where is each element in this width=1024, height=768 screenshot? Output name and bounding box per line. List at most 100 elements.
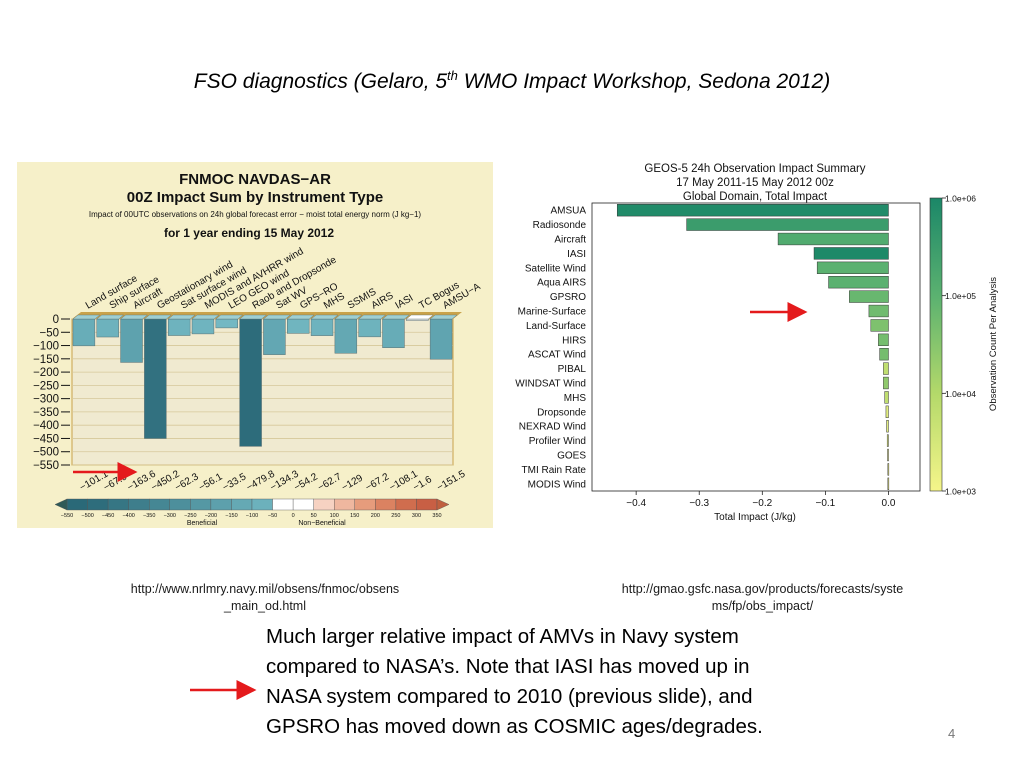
category-label: Aqua AIRS: [537, 278, 586, 289]
colorbar-tick-label: 1.0e+03: [945, 487, 976, 497]
x-tick-label: −0.2: [752, 498, 772, 509]
category-label: Dropsonde: [537, 407, 586, 418]
bar: [884, 391, 889, 404]
bar-top: [310, 314, 339, 320]
chart-subtitle-1: 17 May 2011-15 May 2012 00z: [676, 177, 834, 189]
category-label: Profiler Wind: [529, 436, 586, 447]
bar: [72, 318, 96, 347]
plot-frame: [591, 202, 921, 492]
colorbar-segment: [251, 498, 273, 511]
colorbar-segment: [190, 498, 212, 511]
category-label: Radiosonde: [533, 220, 587, 231]
category-label: AMSUA: [550, 206, 586, 217]
url-line-2[interactable]: _main_od.html: [224, 599, 306, 613]
colorbar-gradient: [929, 197, 943, 492]
colorbar-tick-label: −300: [164, 513, 176, 519]
chart-subtitle: 00Z Impact Sum by Instrument Type: [127, 189, 383, 206]
colorbar-segment: [313, 498, 335, 511]
category-label: ASCAT Wind: [528, 350, 586, 361]
url-line-1[interactable]: http://gmao.gsfc.nasa.gov/products/forec…: [621, 582, 904, 596]
x-tick-label: 0.0: [882, 498, 896, 509]
colorbar-segment: [107, 498, 129, 511]
category-label: TMI Rain Rate: [522, 465, 587, 476]
y-tick-label: −400: [33, 420, 59, 432]
colorbar-tick-label: −100: [246, 513, 258, 519]
geos5-impact-chart: GEOS-5 24h Observation Impact Summary 17…: [515, 163, 999, 523]
y-tick-label: −450: [33, 433, 59, 445]
chart-subtitle-2: Global Domain, Total Impact: [683, 191, 828, 203]
bar: [879, 348, 889, 361]
category-label: MODIS Wind: [528, 479, 586, 490]
bar: [883, 362, 889, 375]
bar-top: [381, 314, 410, 320]
y-tick-label: 0: [53, 314, 59, 326]
bar-top: [143, 314, 172, 320]
bar: [287, 318, 310, 334]
bar: [310, 318, 334, 336]
colorbar-segment: [334, 498, 355, 511]
summary-line: GPSRO has moved down as COSMIC ages/degr…: [266, 715, 763, 738]
colorbar-end-right: [436, 498, 450, 511]
category-label: GPSRO: [550, 292, 586, 303]
summary-line: compared to NASA’s. Note that IASI has m…: [266, 655, 750, 678]
y-tick-label: −200: [33, 367, 59, 379]
bar: [191, 318, 215, 335]
y-tick-label: −300: [33, 394, 59, 406]
bar: [816, 261, 889, 274]
colorbar-segment: [66, 498, 88, 511]
colorbar-tick-label: 100: [330, 513, 339, 519]
colorbar-label-nonbeneficial: Non−Beneficial: [298, 520, 346, 527]
bar: [96, 318, 119, 338]
summary-text: Much larger relative impact of AMVs in N…: [266, 622, 856, 742]
bar: [887, 477, 890, 490]
colorbar-tick-label: 50: [311, 513, 317, 519]
source-url-nasa[interactable]: http://gmao.gsfc.nasa.gov/products/forec…: [590, 581, 935, 615]
bar-top: [358, 314, 387, 320]
colorbar-tick-label: 1.0e+04: [945, 389, 976, 399]
bar: [167, 318, 191, 336]
x-tick-label: −0.3: [689, 498, 709, 509]
bar: [777, 232, 889, 246]
colorbar-segment: [354, 498, 376, 511]
bar-top: [120, 314, 149, 320]
category-label: NEXRAD Wind: [519, 422, 586, 433]
gmao-plot-area: AMSUA Radiosonde Aircraft IASI Satellite Win…: [515, 202, 921, 509]
bar: [868, 304, 889, 318]
bar: [358, 318, 381, 338]
y-tick-label: −150: [33, 354, 59, 366]
colorbar-label-beneficial: Beneficial: [187, 520, 218, 527]
url-line-2[interactable]: ms/fp/obs_impact/: [711, 599, 814, 613]
bar: [429, 318, 453, 360]
bar: [215, 318, 238, 329]
bar: [406, 318, 429, 321]
bar-top: [334, 314, 363, 320]
category-label: Land-Surface: [526, 321, 586, 332]
bar: [382, 318, 405, 348]
chart-description: Impact of 00UTC observations on 24h glob…: [89, 210, 421, 219]
x-tick-label: −0.4: [626, 498, 646, 509]
category-label: Aircraft: [554, 235, 586, 246]
source-url-navy[interactable]: http://www.nrlmry.navy.mil/obsens/fnmoc/…: [90, 581, 440, 615]
bar: [334, 318, 358, 354]
title-superscript: th: [447, 68, 458, 83]
colorbar-end-left: [54, 498, 68, 511]
colorbar-segment: [149, 498, 170, 511]
colorbar-tick-label: 0: [292, 513, 295, 519]
chart-title: GEOS-5 24h Observation Impact Summary: [644, 163, 865, 175]
colorbar-tick-label: 250: [391, 513, 400, 519]
bar-top: [429, 314, 458, 320]
bar: [828, 276, 889, 289]
category-label: MHS: [564, 393, 587, 404]
colorbar-segment: [87, 498, 109, 511]
bar: [885, 405, 889, 418]
colorbar-tick-label: −550: [61, 513, 73, 519]
bar: [120, 318, 143, 363]
summary-line: NASA system compared to 2010 (previous s…: [266, 685, 753, 708]
category-label: PIBAL: [558, 364, 587, 375]
bar: [616, 204, 889, 217]
bar: [144, 318, 167, 439]
url-line-1[interactable]: http://www.nrlmry.navy.mil/obsens/fnmoc/…: [130, 582, 400, 596]
colorbar-ticks: 1.0e+03 1.0e+04 1.0e+05 1.0e+06: [942, 194, 976, 497]
colorbar-tick-label: 1.0e+06: [945, 194, 976, 204]
bar: [239, 318, 262, 447]
